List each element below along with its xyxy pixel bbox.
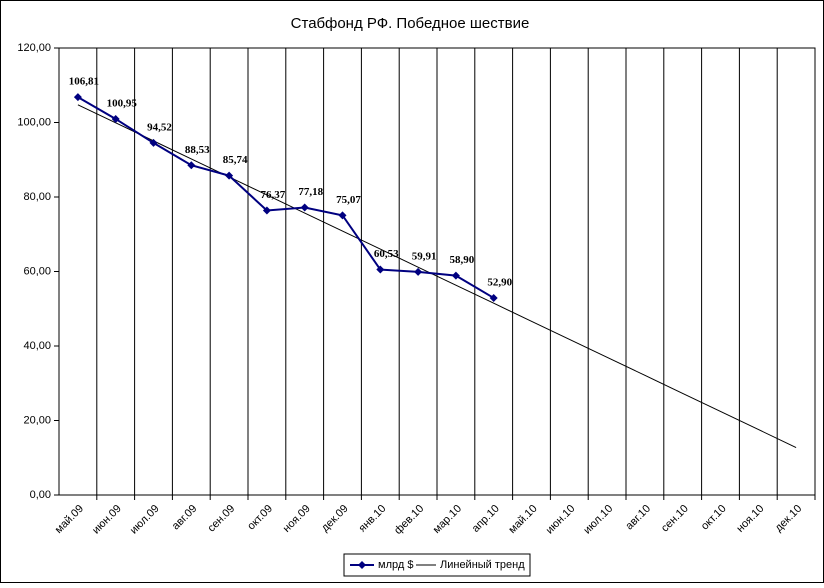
point-marker xyxy=(225,171,234,180)
data-label: 88,53 xyxy=(185,144,210,156)
data-label: 59,91 xyxy=(412,250,437,262)
point-marker xyxy=(451,271,460,280)
point-marker xyxy=(338,211,347,220)
point-marker xyxy=(489,293,498,302)
data-label: 75,07 xyxy=(336,194,361,206)
point-marker xyxy=(187,161,196,170)
y-tick-label: 60,00 xyxy=(23,265,51,277)
data-line xyxy=(77,96,495,299)
point-marker xyxy=(376,265,385,274)
data-label: 94,52 xyxy=(147,121,172,133)
data-label: 76,37 xyxy=(261,189,286,201)
y-tick-label: 0,00 xyxy=(30,489,51,501)
legend-marker xyxy=(358,561,366,569)
data-label: 106,81 xyxy=(69,76,99,88)
data-label: 85,74 xyxy=(223,154,248,166)
y-tick-label: 20,00 xyxy=(23,414,51,426)
data-label: 52,90 xyxy=(487,276,512,288)
point-marker xyxy=(262,206,271,215)
legend-box xyxy=(343,553,531,577)
data-label: 100,95 xyxy=(107,97,138,109)
point-marker xyxy=(414,267,423,276)
data-label: 77,18 xyxy=(298,186,323,198)
point-marker xyxy=(149,138,158,147)
legend-label: Линейный тренд xyxy=(440,559,525,571)
point-marker xyxy=(111,114,120,123)
y-tick-label: 80,00 xyxy=(23,191,51,203)
point-marker xyxy=(300,203,309,212)
y-tick-label: 120,00 xyxy=(17,42,51,54)
legend: млрд $ Линейный тренд xyxy=(343,553,531,577)
chart-title: Стабфонд РФ. Победное шествие xyxy=(291,15,530,32)
point-marker xyxy=(73,93,82,102)
data-label: 58,90 xyxy=(450,254,475,266)
trend-line xyxy=(77,104,797,448)
legend-label: млрд $ xyxy=(378,559,413,571)
data-label: 60,53 xyxy=(374,248,399,260)
y-tick-label: 100,00 xyxy=(17,116,51,128)
y-tick-label: 40,00 xyxy=(23,340,51,352)
